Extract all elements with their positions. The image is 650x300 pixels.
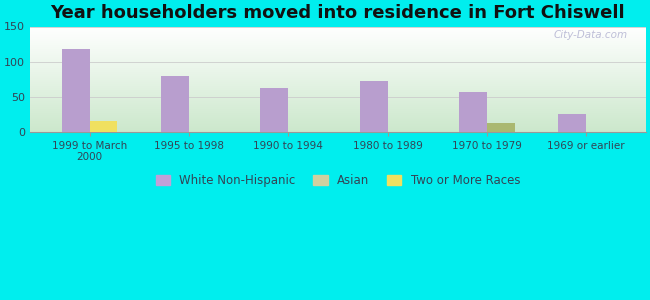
Title: Year householders moved into residence in Fort Chiswell: Year householders moved into residence i… bbox=[51, 4, 625, 22]
Legend: White Non-Hispanic, Asian, Two or More Races: White Non-Hispanic, Asian, Two or More R… bbox=[156, 174, 520, 187]
Bar bbox=[360, 80, 387, 132]
Bar bbox=[62, 49, 90, 132]
Bar bbox=[558, 114, 586, 132]
Text: City-Data.com: City-Data.com bbox=[553, 30, 627, 40]
Bar bbox=[459, 92, 487, 132]
Bar bbox=[90, 121, 118, 132]
Bar bbox=[261, 88, 288, 132]
Bar bbox=[487, 123, 515, 132]
Bar bbox=[161, 76, 189, 132]
